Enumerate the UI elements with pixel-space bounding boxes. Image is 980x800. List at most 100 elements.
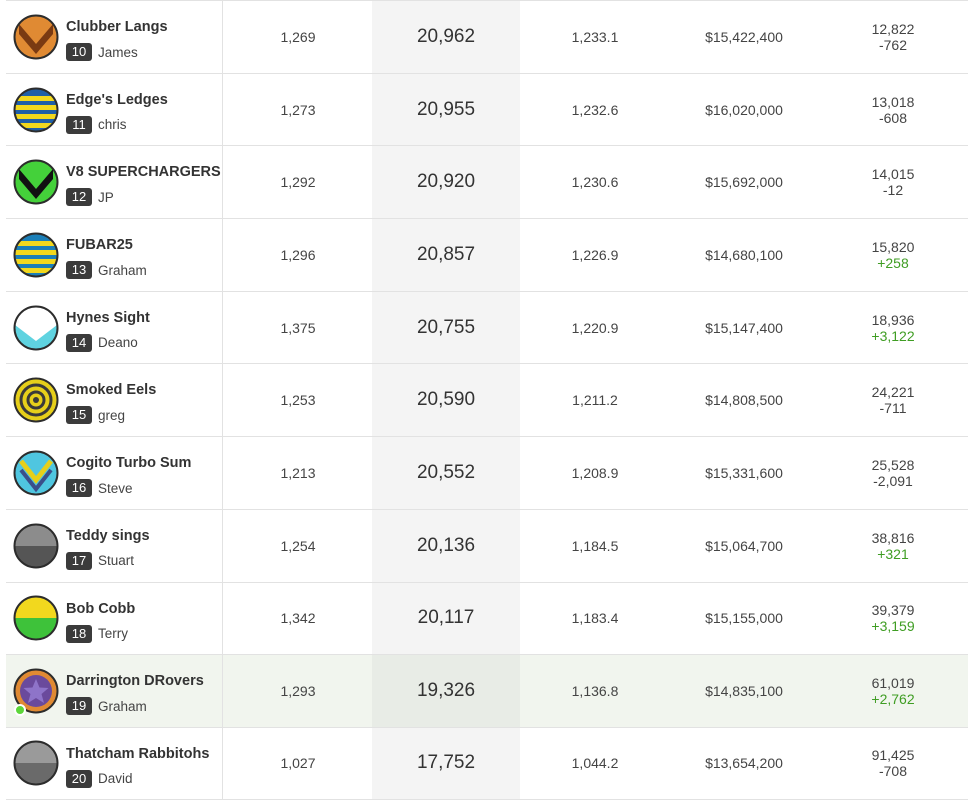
average-value: 1,183.4 [571,610,619,627]
rank-line: 12 JP [66,188,114,207]
team-name[interactable]: Hynes Sight [66,309,150,326]
overall-rank: 18,936 [871,311,915,328]
table-row[interactable]: Smoked Eels 15 greg 1,253 20,590 1,211.2… [6,363,968,437]
overall-rank: 24,221 [871,384,915,401]
rank-line: 19 Graham [66,697,147,716]
table-row[interactable]: Hynes Sight 14 Deano 1,375 20,755 1,220.… [6,290,968,364]
double-chevron-icon [13,450,59,496]
chevron-down-icon [13,159,59,205]
coach-name: Terry [98,626,128,641]
team-cell[interactable]: Clubber Langs 10 James [6,1,223,73]
team-name[interactable]: Bob Cobb [66,600,136,617]
rank-change: -608 [878,109,908,126]
star-icon [13,668,59,714]
average-value: 1,044.2 [571,755,619,772]
games-value: 1,292 [280,174,316,191]
team-value: $15,147,400 [705,319,783,336]
coach-name: James [98,44,138,60]
team-name[interactable]: V8 SUPERCHARGERS [66,164,221,181]
team-cell[interactable]: Edge's Ledges 11 chris [6,73,223,146]
ladder-rank-badge: 13 [66,261,92,280]
ladder-rank-badge: 17 [66,551,92,570]
rank-line: 13 Graham [66,261,147,280]
rank-line: 11 chris [66,115,127,134]
team-name[interactable]: Clubber Langs [66,19,168,35]
team-cell[interactable]: FUBAR25 13 Graham [6,219,223,291]
half-circle-icon [13,740,59,786]
table-row[interactable]: V8 SUPERCHARGERS 12 JP 1,292 20,920 1,23… [6,145,968,219]
table-row[interactable]: Clubber Langs 10 James 1,269 20,962 1,23… [6,0,968,73]
average-value: 1,136.8 [571,683,619,700]
team-value: $15,692,000 [705,174,783,191]
rank-line: 18 Terry [66,624,128,643]
team-value: $14,680,100 [705,246,783,263]
points-value: 20,857 [372,219,520,291]
ladder-rank-badge: 20 [66,769,92,788]
team-name[interactable]: Cogito Turbo Sum [66,455,192,472]
half-circle-icon [13,595,59,641]
average-value: 1,233.1 [571,28,619,45]
rank-change: +321 [877,545,909,562]
games-value: 1,293 [280,683,316,700]
team-name[interactable]: Thatcham Rabbitohs [66,745,210,762]
ladder-rank-badge: 16 [66,479,92,498]
points-value: 20,117 [372,582,520,655]
team-cell[interactable]: Bob Cobb 18 Terry [6,582,223,655]
games-value: 1,253 [280,392,316,409]
average-value: 1,211.2 [572,392,618,409]
games-value: 1,269 [280,28,316,45]
team-value: $15,331,600 [705,464,783,481]
v-split-icon [13,304,59,351]
overall-rank: 12,822 [871,20,915,37]
rank-line: 20 David [66,769,133,788]
rank-change: +2,762 [871,691,915,708]
team-cell[interactable]: Smoked Eels 15 greg [6,364,223,437]
overall-rank-cell: 39,379 +3,159 [818,583,968,655]
overall-rank-cell: 91,425 -708 [818,728,968,799]
overall-rank: 14,015 [871,166,915,183]
table-row[interactable]: Darrington DRovers 19 Graham 1,293 19,32… [6,654,968,727]
points-value: 20,136 [372,509,520,582]
coach-name: Graham [98,262,147,278]
table-row[interactable]: Bob Cobb 18 Terry 1,342 20,117 1,183.4 $… [6,581,968,655]
rank-change: +3,122 [871,327,915,344]
table-row[interactable]: Teddy sings 17 Stuart 1,254 20,136 1,184… [6,508,968,582]
coach-name: David [98,771,133,787]
ladder-rank-badge: 18 [66,624,92,643]
rank-change: -762 [878,36,908,53]
overall-rank-cell: 61,019 +2,762 [818,655,968,727]
team-cell[interactable]: Cogito Turbo Sum 16 Steve [6,437,223,509]
rank-change: -2,091 [873,472,913,489]
target-rings-icon [13,377,59,423]
team-cell[interactable]: Darrington DRovers 19 Graham [6,655,223,727]
team-cell[interactable]: Thatcham Rabbitohs 20 David [6,727,223,799]
average-value: 1,226.9 [571,246,619,263]
team-cell[interactable]: Hynes Sight 14 Deano [6,291,223,364]
team-cell[interactable]: V8 SUPERCHARGERS 12 JP [6,146,223,219]
games-value: 1,254 [280,537,316,554]
overall-rank: 25,528 [871,456,915,473]
team-value: $14,835,100 [705,683,783,700]
team-name[interactable]: FUBAR25 [66,237,133,254]
average-value: 1,230.6 [571,174,619,191]
team-name[interactable]: Smoked Eels [66,382,157,399]
team-name[interactable]: Teddy sings [66,527,150,544]
table-row[interactable]: Thatcham Rabbitohs 20 David 1,027 17,752… [6,726,968,800]
rank-change: +3,159 [871,618,915,635]
points-value: 20,920 [372,146,520,219]
ladder-rank-badge: 11 [66,115,92,134]
games-value: 1,375 [280,319,316,336]
team-name[interactable]: Edge's Ledges [66,91,168,108]
points-value: 20,590 [372,364,520,437]
ladder-table: Clubber Langs 10 James 1,269 20,962 1,23… [6,0,968,800]
points-value: 20,552 [372,437,520,509]
team-name[interactable]: Darrington DRovers [66,673,204,690]
overall-rank: 61,019 [871,675,915,692]
table-row[interactable]: Edge's Ledges 11 chris 1,273 20,955 1,23… [6,72,968,146]
rank-change: -12 [882,182,904,199]
ladder-rank-badge: 10 [66,43,92,61]
team-value: $15,155,000 [705,610,783,627]
team-cell[interactable]: Teddy sings 17 Stuart [6,509,223,582]
table-row[interactable]: FUBAR25 13 Graham 1,296 20,857 1,226.9 $… [6,218,968,291]
table-row[interactable]: Cogito Turbo Sum 16 Steve 1,213 20,552 1… [6,436,968,509]
